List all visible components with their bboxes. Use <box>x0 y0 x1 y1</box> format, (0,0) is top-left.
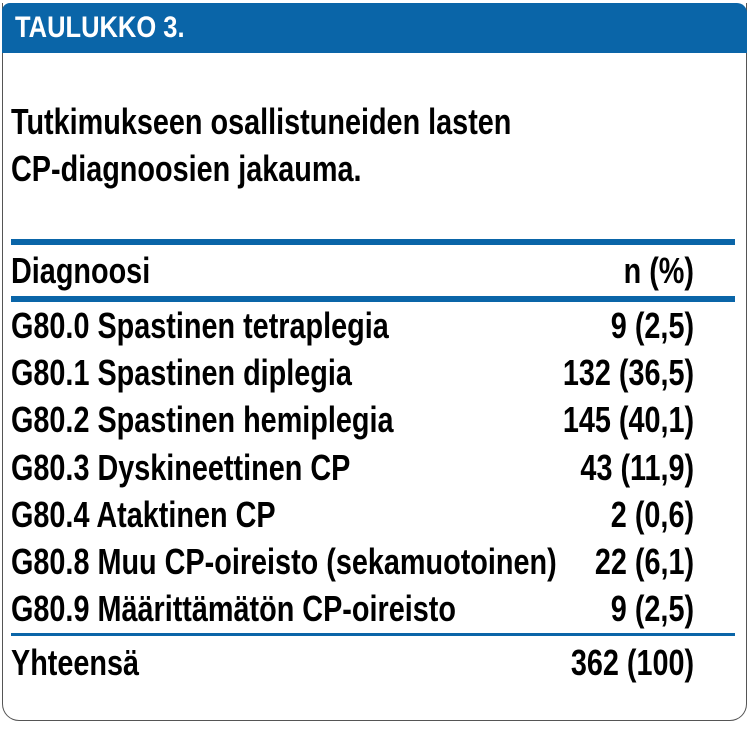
diagnosis-cell: G80.8 Muu CP-oireisto (sekamuotoinen) <box>11 544 570 580</box>
total-label-cell: Yhteensä <box>11 645 540 681</box>
value-cell: 9 (2,5) <box>590 304 735 346</box>
value-text: 9 (2,5) <box>610 304 694 346</box>
value-cell: 43 (11,9) <box>552 446 735 488</box>
table-row: G80.2 Spastinen hemiplegia 145 (40,1) <box>11 397 735 444</box>
value-text: 2 (0,6) <box>610 493 694 535</box>
total-value-cell: 362 (100) <box>540 645 735 681</box>
table-body-area: Tutkimukseen osallistuneiden lasten CP-d… <box>3 98 746 690</box>
value-cell: 22 (6,1) <box>570 544 735 580</box>
table-row: G80.8 Muu CP-oireisto (sekamuotoinen) 22… <box>11 538 735 585</box>
table-caption-text: Tutkimukseen osallistuneiden lasten CP-d… <box>11 101 512 189</box>
total-label-text: Yhteensä <box>11 642 140 684</box>
diagnosis-cell: G80.3 Dyskineettinen CP <box>11 446 552 488</box>
diagnosis-text: G80.0 Spastinen tetraplegia <box>11 304 389 346</box>
diagnosis-cell: G80.0 Spastinen tetraplegia <box>11 304 590 346</box>
total-value-text: 362 (100) <box>570 642 694 684</box>
value-text: 145 (40,1) <box>562 399 694 441</box>
total-row: Yhteensä 362 (100) <box>11 636 735 690</box>
value-text: 43 (11,9) <box>580 446 694 488</box>
header-rule-top <box>11 239 735 245</box>
table-row: G80.9 Määrittämätön CP-oireisto 9 (2,5) <box>11 586 735 633</box>
diagnosis-text: G80.3 Dyskineettinen CP <box>11 446 351 488</box>
diagnosis-text: G80.1 Spastinen diplegia <box>11 351 352 393</box>
column-header-diagnosis: Diagnoosi <box>11 249 606 291</box>
table-header-bar: TAULUKKO 3. <box>2 3 747 53</box>
table-caption: Tutkimukseen osallistuneiden lasten CP-d… <box>11 98 735 192</box>
table-card: TAULUKKO 3. Tutkimukseen osallistuneiden… <box>2 3 747 721</box>
diagnosis-cell: G80.4 Ataktinen CP <box>11 493 590 535</box>
value-cell: 145 (40,1) <box>530 402 735 438</box>
diagnosis-cell: G80.9 Määrittämätön CP-oireisto <box>11 591 590 627</box>
value-cell: 132 (36,5) <box>530 351 735 393</box>
column-header-row: Diagnoosi n (%) <box>11 245 735 296</box>
value-text: 132 (36,5) <box>562 351 694 393</box>
diagnosis-text: G80.9 Määrittämätön CP-oireisto <box>11 588 456 630</box>
value-text: 22 (6,1) <box>594 541 694 583</box>
diagnosis-text: G80.8 Muu CP-oireisto (sekamuotoinen) <box>11 541 557 583</box>
total-rule <box>11 633 735 637</box>
table-row: G80.0 Spastinen tetraplegia 9 (2,5) <box>11 302 735 349</box>
table-row: G80.4 Ataktinen CP 2 (0,6) <box>11 491 735 538</box>
column-header-n-percent: n (%) <box>606 249 735 291</box>
column-header-n-percent-label: n (%) <box>623 249 694 291</box>
diagnosis-cell: G80.1 Spastinen diplegia <box>11 351 530 393</box>
diagnosis-cell: G80.2 Spastinen hemiplegia <box>11 402 530 438</box>
value-text: 9 (2,5) <box>610 588 694 630</box>
table-row: G80.3 Dyskineettinen CP 43 (11,9) <box>11 444 735 491</box>
value-cell: 2 (0,6) <box>590 493 735 535</box>
value-cell: 9 (2,5) <box>590 591 735 627</box>
header-rule-bottom <box>11 296 735 302</box>
column-header-diagnosis-label: Diagnoosi <box>11 249 151 291</box>
diagnosis-text: G80.4 Ataktinen CP <box>11 493 276 535</box>
table-number-title: TAULUKKO 3. <box>15 11 185 44</box>
table-row: G80.1 Spastinen diplegia 132 (36,5) <box>11 349 735 396</box>
diagnosis-text: G80.2 Spastinen hemiplegia <box>11 399 394 441</box>
